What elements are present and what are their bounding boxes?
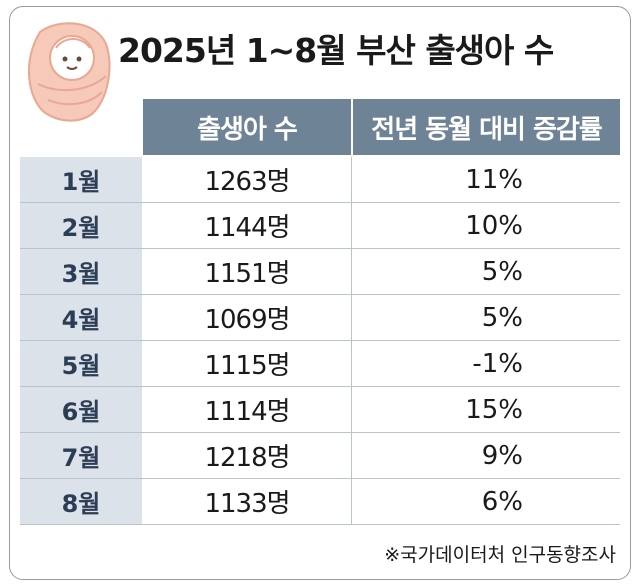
change-value: -1% (472, 348, 523, 379)
column-divider (351, 157, 352, 525)
row-divider (20, 386, 620, 387)
header-change: 전년 동월 대비 증감률 (353, 99, 620, 155)
table-row: 1월 1263명 11% (20, 157, 620, 203)
chart-title: 2025년 1~8월 부산 출생아 수 (118, 31, 554, 70)
change-value: 5% (481, 302, 523, 333)
header-births: 출생아 수 (143, 99, 351, 155)
change-value: 11% (465, 164, 523, 195)
change-value: 5% (481, 256, 523, 287)
change-value: 9% (481, 440, 523, 471)
baby-icon (28, 22, 111, 122)
change-value: 6% (481, 486, 523, 517)
row-divider (20, 202, 620, 203)
month-label: 6월 (20, 387, 142, 432)
births-value: 1263명 (204, 167, 290, 197)
change-value: 15% (465, 394, 523, 425)
table-row: 5월 1115명 -1% (20, 341, 620, 387)
table-row: 6월 1114명 15% (20, 387, 620, 433)
row-divider (20, 524, 620, 525)
month-label: 8월 (20, 479, 142, 524)
change-value: 10% (465, 210, 523, 241)
source-note: ※국가데이터처 인구동향조사 (384, 544, 616, 566)
births-value: 1133명 (204, 489, 290, 519)
births-value: 1144명 (204, 213, 290, 243)
row-divider (20, 478, 620, 479)
births-value: 1115명 (204, 351, 290, 381)
month-label: 3월 (20, 249, 142, 294)
row-divider (20, 294, 620, 295)
table-row: 4월 1069명 5% (20, 295, 620, 341)
table-row: 8월 1133명 6% (20, 479, 620, 525)
births-value: 1218명 (204, 443, 290, 473)
births-value: 1114명 (204, 397, 290, 427)
row-divider (20, 432, 620, 433)
month-label: 2월 (20, 203, 142, 248)
table-row: 3월 1151명 5% (20, 249, 620, 295)
month-label: 4월 (20, 295, 142, 340)
births-value: 1069명 (204, 305, 290, 335)
table-row: 2월 1144명 10% (20, 203, 620, 249)
month-label: 5월 (20, 341, 142, 386)
births-value: 1151명 (204, 259, 290, 289)
table-row: 7월 1218명 9% (20, 433, 620, 479)
month-label: 7월 (20, 433, 142, 478)
month-label: 1월 (20, 157, 142, 202)
row-divider (20, 248, 620, 249)
row-divider (20, 340, 620, 341)
